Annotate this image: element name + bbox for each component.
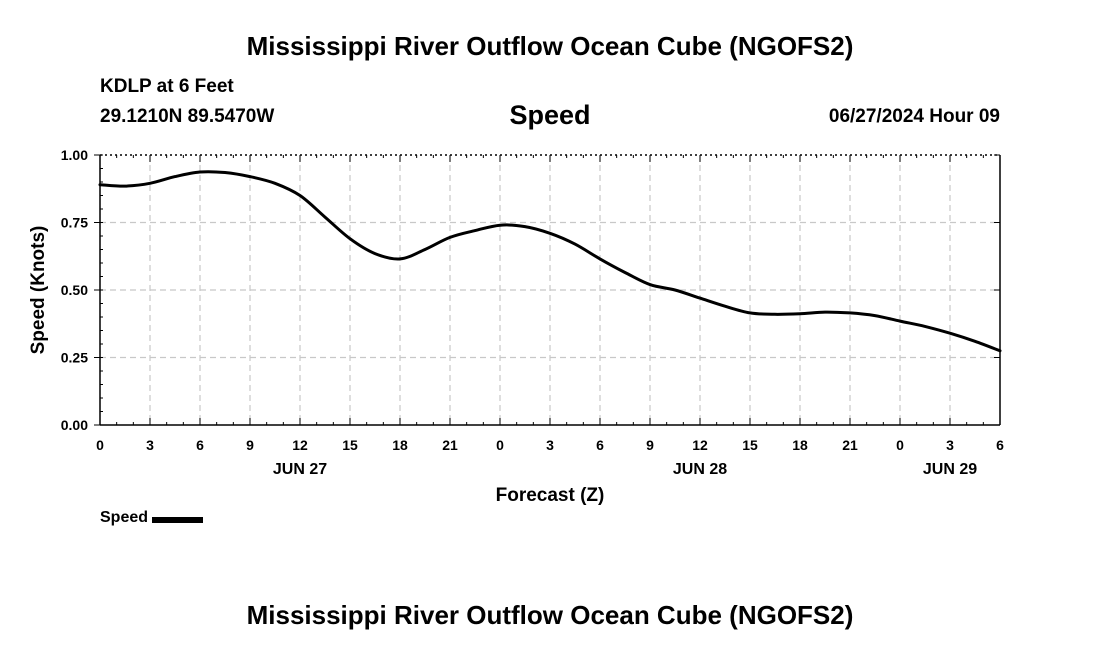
- x-tick-label: 0: [896, 437, 904, 453]
- x-tick-label: 21: [842, 437, 858, 453]
- forecast-timestamp: 06/27/2024 Hour 09: [828, 106, 1000, 127]
- x-tick-label: 9: [246, 437, 254, 453]
- chart-legend: Speed: [100, 509, 204, 527]
- x-tick-label: 0: [96, 437, 104, 453]
- x-tick-label: 12: [292, 437, 308, 453]
- y-tick-label: 0.75: [61, 215, 88, 231]
- x-tick-label: 12: [692, 437, 708, 453]
- legend-label-speed: Speed: [100, 509, 149, 526]
- x-tick-label: 3: [946, 437, 954, 453]
- station-coordinates: 29.1210N 89.5470W: [100, 106, 275, 127]
- station-label: KDLP at 6 Feet: [100, 76, 234, 97]
- chart-subtitle: Speed: [509, 100, 591, 130]
- y-tick-label: 0.25: [61, 350, 88, 366]
- x-tick-label: 15: [342, 437, 358, 453]
- series-line-speed: [98, 170, 1002, 353]
- x-tick-label: 6: [996, 437, 1004, 453]
- y-tick-label: 0.50: [61, 282, 88, 298]
- y-tick-label: 1.00: [61, 147, 88, 163]
- x-axis-label: Forecast (Z): [496, 485, 605, 506]
- x-tick-label: 18: [392, 437, 408, 453]
- x-tick-label: 0: [496, 437, 504, 453]
- x-tick-label: 3: [546, 437, 554, 453]
- x-tick-label: 21: [442, 437, 458, 453]
- date-label: JUN 28: [673, 461, 727, 478]
- x-tick-label: 3: [146, 437, 154, 453]
- y-axis-label: Speed (Knots): [28, 226, 49, 355]
- footer-title: Mississippi River Outflow Ocean Cube (NG…: [246, 600, 854, 630]
- date-label: JUN 27: [273, 461, 327, 478]
- chart-title: Mississippi River Outflow Ocean Cube (NG…: [246, 31, 854, 61]
- x-tick-label: 6: [596, 437, 604, 453]
- date-label: JUN 29: [923, 461, 977, 478]
- x-tick-label: 15: [742, 437, 758, 453]
- legend-swatch-speed: [152, 516, 204, 523]
- x-tick-label: 18: [792, 437, 808, 453]
- x-tick-label: 6: [196, 437, 204, 453]
- y-tick-label: 0.00: [61, 417, 88, 433]
- x-tick-label: 9: [646, 437, 654, 453]
